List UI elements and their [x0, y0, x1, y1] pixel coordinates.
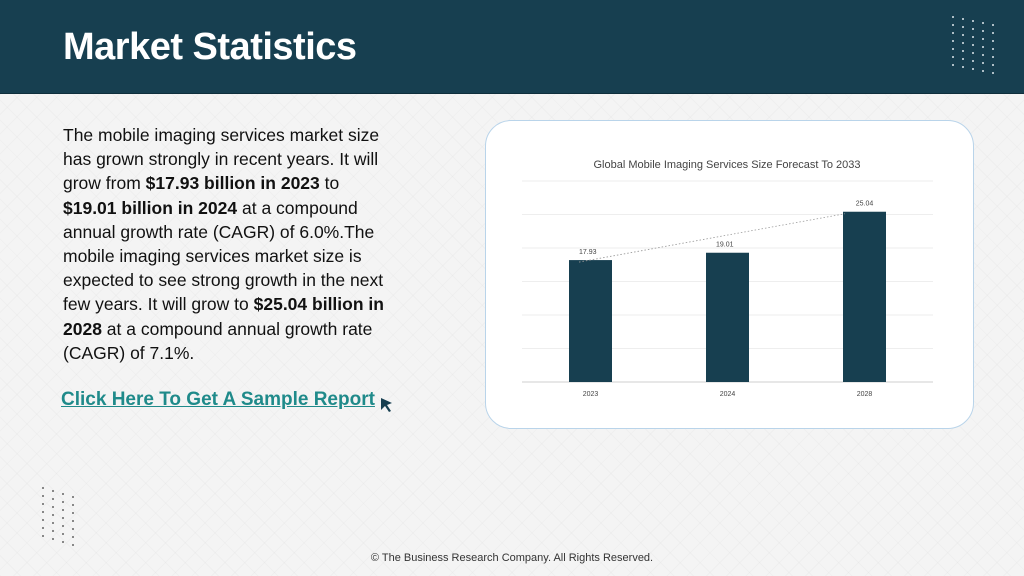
decoration-dot [962, 58, 964, 60]
description-bold-2023: $17.93 billion in 2023 [145, 173, 320, 194]
chart-card: Global Mobile Imaging Services Size Fore… [485, 120, 974, 429]
decoration-dot [962, 50, 964, 52]
decoration-dot [982, 22, 984, 24]
decoration-dot [52, 530, 54, 532]
decoration-dot [962, 26, 964, 28]
decoration-dot [992, 24, 994, 26]
decoration-dot [62, 517, 64, 519]
decoration-dot [972, 36, 974, 38]
decoration-dot [62, 493, 64, 495]
description-text-1: The mobile imaging services market size … [63, 125, 380, 194]
bar-chart: Global Mobile Imaging Services Size Fore… [522, 159, 933, 398]
decoration-dot [62, 509, 64, 511]
decoration-dot [982, 62, 984, 64]
decoration-dot [952, 64, 954, 66]
bar-2023 [569, 260, 612, 382]
sample-report-link[interactable]: Click Here To Get A Sample Report [61, 389, 375, 410]
decoration-dot [972, 60, 974, 62]
decoration-dot [72, 520, 74, 522]
decoration-dot [972, 68, 974, 70]
description-text-3: at a compound annual growth rate (CAGR) … [63, 197, 384, 315]
x-tick-label-2023: 2023 [583, 391, 599, 398]
x-tick-label-2024: 2024 [720, 391, 736, 398]
decoration-dot [992, 56, 994, 58]
decoration-dot [62, 525, 64, 527]
decoration-dot [72, 544, 74, 546]
description-bold-2028: $25.04 billion in 2028 [63, 294, 384, 339]
decoration-dot [952, 40, 954, 42]
cursor-arrow-icon [381, 398, 392, 412]
description-text-2: to [319, 173, 340, 194]
decoration-dot [952, 16, 954, 18]
market-description: The mobile imaging services market size … [63, 123, 393, 365]
bar-2024 [706, 252, 749, 382]
decoration-dot [992, 40, 994, 42]
decoration-dot [52, 498, 54, 500]
decoration-dot [62, 541, 64, 543]
decoration-dot [72, 512, 74, 514]
decoration-dot [982, 54, 984, 56]
decoration-dot [42, 527, 44, 529]
decoration-dot [952, 32, 954, 34]
decoration-dot [52, 522, 54, 524]
decoration-dot [52, 506, 54, 508]
decoration-dot [972, 20, 974, 22]
data-label-2023: 17.93 [579, 249, 597, 256]
dot-pattern-decoration [952, 16, 994, 74]
decoration-dot [992, 72, 994, 74]
decoration-dot [972, 28, 974, 30]
decoration-dot [42, 487, 44, 489]
decoration-dot [72, 496, 74, 498]
decoration-dot [962, 66, 964, 68]
decoration-dot [982, 46, 984, 48]
decoration-dot [42, 511, 44, 513]
decoration-dot [992, 32, 994, 34]
decoration-dot [72, 536, 74, 538]
decoration-dot [52, 490, 54, 492]
description-text-4: at a compound annual growth rate (CAGR) … [63, 318, 373, 363]
decoration-dot [972, 52, 974, 54]
header-bar: Market Statistics [0, 0, 1024, 94]
decoration-dot [52, 514, 54, 516]
decoration-dot [962, 18, 964, 20]
decoration-dot [962, 42, 964, 44]
decoration-dot [992, 48, 994, 50]
decoration-dot [952, 48, 954, 50]
decoration-dot [42, 495, 44, 497]
decoration-dot [72, 504, 74, 506]
decoration-dot [62, 533, 64, 535]
decoration-dot [982, 70, 984, 72]
decoration-dot [992, 64, 994, 66]
description-bold-2024: $19.01 billion in 2024 [63, 197, 238, 218]
decoration-dot [42, 535, 44, 537]
decoration-dot [952, 24, 954, 26]
trendline [578, 213, 846, 263]
x-tick-label-2028: 2028 [857, 391, 873, 398]
decoration-dot [982, 38, 984, 40]
page-title: Market Statistics [63, 26, 357, 68]
decoration-dot [952, 56, 954, 58]
decoration-dot [972, 44, 974, 46]
decoration-dot [962, 34, 964, 36]
decoration-dot [42, 519, 44, 521]
chart-title: Global Mobile Imaging Services Size Fore… [594, 159, 861, 171]
decoration-dot [42, 503, 44, 505]
bar-2028 [843, 211, 886, 382]
decoration-dot [982, 30, 984, 32]
decoration-dot [62, 501, 64, 503]
decoration-dot [72, 528, 74, 530]
data-label-2028: 25.04 [856, 201, 874, 208]
data-label-2024: 19.01 [716, 242, 734, 249]
dot-pattern-decoration-bottom [42, 487, 74, 546]
copyright-footer: © The Business Research Company. All Rig… [370, 552, 654, 564]
decoration-dot [52, 538, 54, 540]
